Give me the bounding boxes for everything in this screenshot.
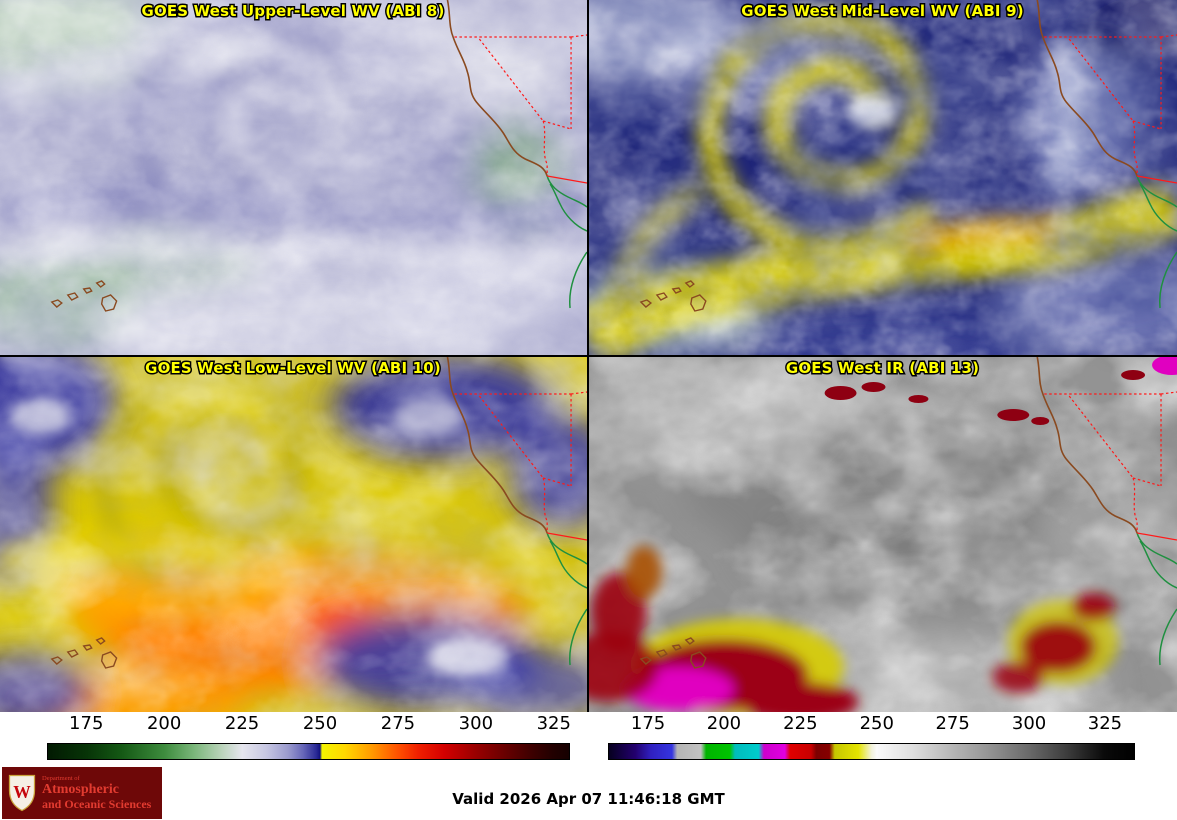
tick-label: 275 xyxy=(935,713,970,734)
panel-upper-level-wv: GOES West Upper-Level WV (ABI 8) xyxy=(0,0,587,355)
tick-label: 225 xyxy=(783,713,818,734)
panel-title: GOES West Low-Level WV (ABI 10) xyxy=(145,359,441,377)
logo-line-1: Department of xyxy=(42,775,80,783)
panel-ir: GOES West IR (ABI 13) xyxy=(589,357,1177,712)
tick-label: 225 xyxy=(224,713,260,734)
panel-title: GOES West Mid-Level WV (ABI 9) xyxy=(741,2,1023,20)
tick-label: 250 xyxy=(859,713,894,734)
cold-cloud-tops xyxy=(589,357,1177,712)
mid-level-wv-imagery: GOES West Mid-Level WV (ABI 9) xyxy=(589,0,1177,355)
low-level-wv-imagery: GOES West Low-Level WV (ABI 10) xyxy=(0,357,587,712)
logo-line-3: and Oceanic Sciences xyxy=(42,796,152,811)
tick-label: 275 xyxy=(380,713,416,734)
tick-label: 300 xyxy=(1011,713,1047,734)
uw-aos-logo: W Department of Atmospheric and Oceanic … xyxy=(2,767,162,819)
tick-label: 200 xyxy=(146,713,182,734)
logo-line-2: Atmospheric xyxy=(42,782,119,798)
panel-low-level-wv: GOES West Low-Level WV (ABI 10) xyxy=(0,357,587,712)
logo-text: Department of Atmospheric and Oceanic Sc… xyxy=(42,775,151,810)
satellite-quad-display: GOES West Upper-Level WV (ABI 8) xyxy=(0,0,1177,712)
svg-text:W: W xyxy=(13,782,31,802)
ir-colorbar xyxy=(608,743,1135,760)
ir-imagery: GOES West IR (ABI 13) xyxy=(589,357,1177,712)
tick-label: 175 xyxy=(69,713,104,734)
tick-label: 325 xyxy=(1087,713,1123,734)
tick-label: 175 xyxy=(630,713,666,734)
valid-timestamp: Valid 2026 Apr 07 11:46:18 GMT xyxy=(452,790,725,808)
panel-mid-level-wv: GOES West Mid-Level WV (ABI 9) xyxy=(589,0,1177,355)
tick-label: 325 xyxy=(536,713,571,734)
uw-crest-icon: W xyxy=(8,774,36,812)
tick-label: 300 xyxy=(458,713,494,734)
colorbar-section: 175 200 225 250 275 300 325 175 200 225 … xyxy=(0,712,1177,766)
panel-title: GOES West IR (ABI 13) xyxy=(786,359,979,377)
wv-colorbar-group: 175 200 225 250 275 300 325 xyxy=(47,712,571,766)
footer: W Department of Atmospheric and Oceanic … xyxy=(0,766,1177,820)
wv-colorbar xyxy=(47,743,570,760)
upper-level-wv-imagery: GOES West Upper-Level WV (ABI 8) xyxy=(0,0,587,355)
ir-colorbar-group: 175 200 225 250 275 300 325 xyxy=(608,712,1135,766)
tick-label: 200 xyxy=(706,713,742,734)
tick-label: 250 xyxy=(302,713,338,734)
panel-title: GOES West Upper-Level WV (ABI 8) xyxy=(142,2,445,20)
